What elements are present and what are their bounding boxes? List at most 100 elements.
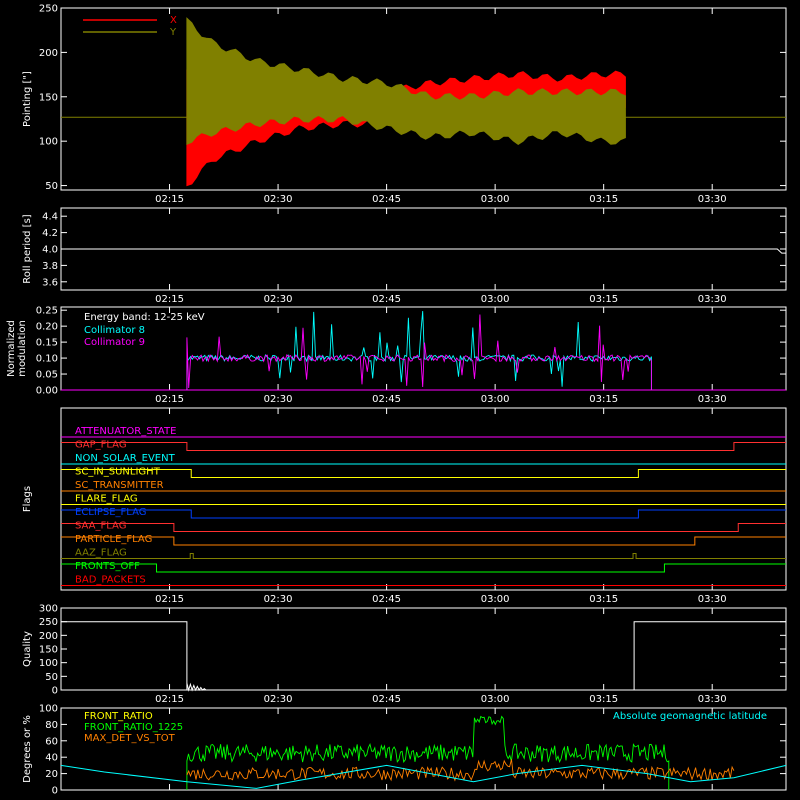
annotation-geomagnetic-latitude: Absolute geomagnetic latitude — [613, 711, 767, 722]
panel-frame — [60, 707, 787, 791]
flag-label: PARTICLE_FLAG — [75, 534, 152, 545]
x-tick-label: 03:30 — [698, 294, 727, 305]
x-tick-label: 02:30 — [264, 694, 293, 705]
x-tick-label: 03:15 — [589, 394, 618, 405]
x-tick-label: 03:00 — [481, 594, 510, 605]
x-tick-label: 02:30 — [264, 194, 293, 205]
x-tick-label: 03:00 — [481, 394, 510, 405]
y-tick-label: 150 — [39, 645, 58, 656]
x-tick-label: 02:45 — [372, 294, 401, 305]
legend-label: Collimator 9 — [84, 337, 145, 348]
panel-frame — [60, 607, 787, 691]
y-tick-label: 4.4 — [42, 212, 58, 223]
y-axis-label: modulation — [17, 320, 28, 377]
flag-line — [61, 536, 786, 546]
x-tick-label: 02:45 — [372, 194, 401, 205]
flag-line — [61, 469, 786, 478]
flag-label: BAD_PACKETS — [75, 575, 146, 586]
y-tick-label: 200 — [39, 631, 58, 642]
x-tick-label: 02:15 — [155, 694, 184, 705]
x-tick-label: 03:15 — [589, 294, 618, 305]
y-tick-label: 20 — [45, 769, 58, 780]
y-tick-label: 50 — [45, 181, 58, 192]
y-tick-label: 100 — [39, 658, 58, 669]
y-tick-label: 100 — [39, 137, 58, 148]
flag-label: SC_TRANSMITTER — [75, 480, 164, 491]
y-tick-label: 0 — [52, 686, 58, 697]
legend-label: FRONT_RATIO_1225 — [84, 722, 183, 733]
legend-label: MAX_DET_VS_TOT — [84, 733, 176, 744]
legend-label: Collimator 8 — [84, 325, 145, 336]
y-tick-label: 0.20 — [36, 322, 58, 333]
y-tick-label: 80 — [45, 720, 58, 731]
flag-label: ATTENUATOR_STATE — [75, 426, 176, 437]
y-tick-label: 0.15 — [36, 338, 58, 349]
y-tick-label: 4.0 — [42, 245, 58, 256]
flag-line — [61, 509, 786, 519]
annotation-energy-band: Energy band: 12-25 keV — [84, 312, 205, 323]
y-axis-label: Pointing ["] — [22, 71, 33, 127]
geomagnetic-latitude-line — [60, 764, 787, 789]
x-tick-label: 03:30 — [698, 594, 727, 605]
flag-line — [61, 563, 786, 573]
y-tick-label: 0.25 — [36, 306, 58, 317]
y-tick-label: 4.2 — [42, 228, 58, 239]
x-tick-label: 02:45 — [372, 394, 401, 405]
x-tick-label: 02:30 — [264, 294, 293, 305]
panel-frame — [60, 7, 787, 191]
flag-label: GAP_FLAG — [75, 440, 127, 451]
x-tick-label: 03:15 — [589, 594, 618, 605]
x-tick-label: 02:30 — [264, 394, 293, 405]
legend-label: FRONT_RATIO — [84, 711, 153, 722]
x-tick-label: 02:15 — [155, 294, 184, 305]
x-tick-label: 03:30 — [698, 694, 727, 705]
y-axis-label: Roll period [s] — [22, 214, 33, 283]
legend-label: Y — [169, 27, 177, 38]
x-tick-label: 03:15 — [589, 194, 618, 205]
x-tick-label: 03:00 — [481, 694, 510, 705]
y-tick-label: 50 — [45, 672, 58, 683]
x-tick-label: 03:00 — [481, 194, 510, 205]
collimator-8-line — [186, 311, 652, 391]
y-tick-label: 0.05 — [36, 370, 58, 381]
y-axis-label: Quality — [22, 631, 33, 667]
front-ratio-1225-line — [186, 715, 670, 791]
roll-period-line — [61, 248, 786, 254]
flag-label: FLARE_FLAG — [75, 494, 138, 505]
max-det-vs-tot-line — [186, 759, 735, 782]
y-tick-label: 3.6 — [42, 277, 58, 288]
y-tick-label: 60 — [45, 736, 58, 747]
x-tick-label: 02:45 — [372, 594, 401, 605]
y-tick-label: 150 — [39, 92, 58, 103]
flag-label: FRONTS_OFF — [75, 561, 140, 572]
y-axis-label: Normalized — [6, 320, 17, 377]
y-tick-label: 250 — [39, 617, 58, 628]
x-tick-label: 02:45 — [372, 694, 401, 705]
flag-line — [61, 553, 786, 559]
flag-label: ECLIPSE_FLAG — [75, 507, 146, 518]
series-y-envelope — [186, 17, 626, 146]
x-tick-label: 02:15 — [155, 394, 184, 405]
y-tick-label: 250 — [39, 4, 58, 15]
flag-label: NON_SOLAR_EVENT — [75, 453, 176, 464]
x-tick-label: 02:15 — [155, 594, 184, 605]
y-tick-label: 0.00 — [36, 386, 58, 397]
y-tick-label: 0.10 — [36, 354, 58, 365]
y-tick-label: 100 — [39, 704, 58, 715]
flag-label: AAZ_FLAG — [75, 548, 127, 559]
y-tick-label: 40 — [45, 753, 58, 764]
quality-line — [61, 621, 786, 691]
flag-label: SAA_FLAG — [75, 521, 126, 532]
flag-label: SC_IN_SUNLIGHT — [75, 467, 161, 478]
x-tick-label: 03:30 — [698, 394, 727, 405]
y-tick-label: 0 — [52, 786, 58, 797]
panel-frame — [60, 407, 787, 591]
quality-wiggle — [186, 682, 207, 692]
x-tick-label: 03:15 — [589, 694, 618, 705]
flag-line — [61, 442, 786, 451]
legend-label: X — [170, 15, 177, 26]
y-tick-label: 200 — [39, 48, 58, 59]
y-tick-label: 300 — [39, 604, 58, 615]
flag-line — [61, 523, 786, 532]
